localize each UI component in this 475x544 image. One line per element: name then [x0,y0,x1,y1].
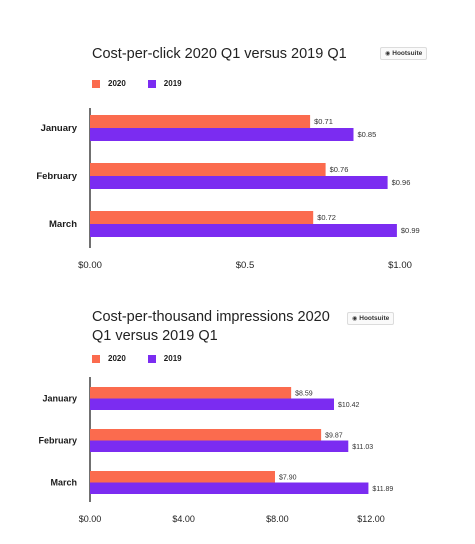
legend-item-2020: 2020 [92,354,126,363]
x-tick-label: $0.00 [79,514,102,524]
data-label: $0.96 [392,178,411,187]
x-tick-label: $0.5 [236,260,255,271]
legend-label: 2019 [163,354,182,363]
legend: 2020 2019 [92,354,204,363]
chart-title: Cost-per-thousand impressions 2020 Q1 ve… [92,308,347,346]
bar-2019-february [90,176,388,189]
x-tick-label: $1.00 [388,260,412,271]
legend: 2020 2019 [92,79,204,88]
cpc-chart: Cost-per-click 2020 Q1 versus 2019 Q1 ◉ H… [36,46,428,271]
bar-2020-february [90,429,322,441]
x-tick-label: $12.00 [357,514,385,524]
data-label: $11.03 [352,444,373,451]
legend-label: 2019 [163,79,182,88]
category-label: February [36,171,77,182]
category-label: January [41,123,78,134]
hootsuite-logo: ◉ Hootsuite [380,47,428,60]
bar-2020-january [90,387,292,399]
cpm-chart: Cost-per-thousand impressions 2020 Q1 ve… [0,295,475,544]
legend-item-2019: 2019 [147,354,182,363]
bar-2020-january [90,115,311,128]
owl-icon: ◉ [385,51,391,57]
category-label: March [49,219,77,230]
legend-swatch-2020 [92,354,100,363]
data-label: $11.89 [372,486,393,493]
data-label: $8.59 [295,390,313,397]
bar-2020-february [90,163,326,176]
legend-swatch-2019 [147,79,156,88]
legend-label: 2020 [108,354,126,363]
data-label: $0.99 [401,226,420,235]
cpm-plot: January $8.59 $10.42 February $9.87 $11.03 Mar… [38,377,393,524]
data-label: $0.71 [314,117,333,126]
logo-text: Hootsuite [392,50,423,57]
x-tick-label: $4.00 [172,514,195,524]
bar-2019-february [90,440,349,452]
data-label: $0.85 [358,130,377,139]
owl-icon: ◉ [352,316,358,322]
data-label: $10.42 [338,402,360,409]
category-label: February [38,436,77,446]
hootsuite-logo: ◉ Hootsuite [347,312,395,325]
data-label: $9.87 [325,432,343,439]
cpc-plot: January $0.71 $0.85 February $0.76 $0.96 March… [36,108,420,271]
data-label: $7.90 [279,474,297,481]
bar-2020-march [90,471,275,483]
x-tick-label: $8.00 [266,514,289,524]
data-label: $0.72 [317,213,336,222]
legend-item-2020: 2020 [92,79,126,88]
chart-title: Cost-per-click 2020 Q1 versus 2019 Q1 [92,46,347,62]
bar-2019-march [90,224,397,237]
category-label: March [50,478,77,488]
logo-text: Hootsuite [359,315,390,322]
data-label: $0.76 [330,165,349,174]
chart-title-text: Cost-per-thousand impressions 2020 Q1 ve… [92,309,330,344]
bar-2019-march [90,482,369,494]
bar-2020-march [90,211,314,224]
x-tick-label: $0.00 [78,260,102,271]
bar-2019-january [90,398,335,410]
legend-label: 2020 [108,79,126,88]
legend-swatch-2019 [147,354,156,363]
bar-2019-january [90,128,354,141]
category-label: January [42,394,77,404]
legend-swatch-2020 [92,79,100,88]
legend-item-2019: 2019 [147,79,182,88]
